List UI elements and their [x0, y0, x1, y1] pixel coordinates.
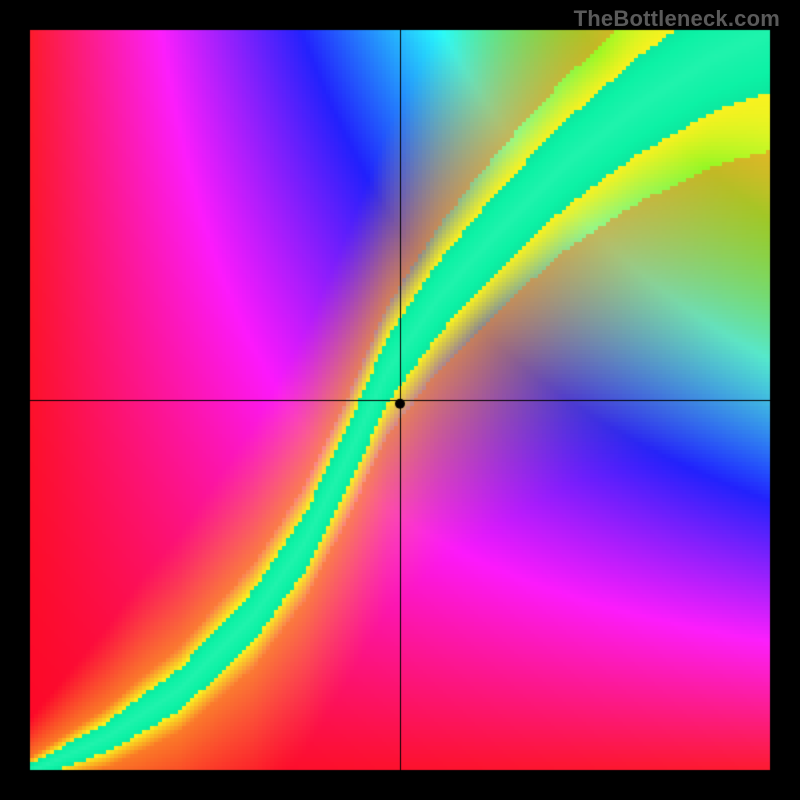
bottleneck-heatmap — [0, 0, 800, 800]
watermark-text: TheBottleneck.com — [574, 6, 780, 32]
chart-container: TheBottleneck.com — [0, 0, 800, 800]
